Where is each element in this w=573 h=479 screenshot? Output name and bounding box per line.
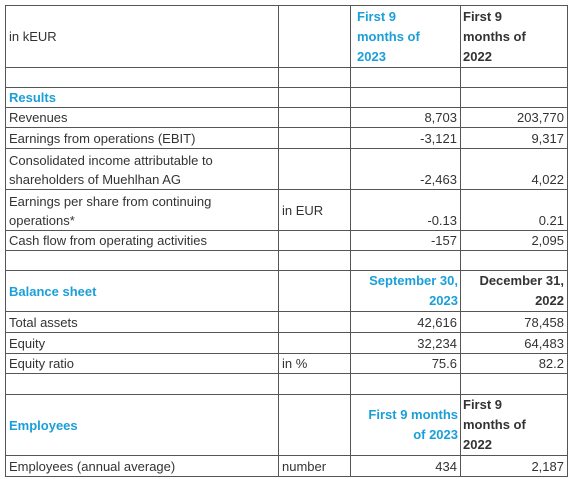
table-cell	[350, 67, 461, 88]
table-cell	[278, 270, 351, 312]
table-row: Equity 32,234 64,483	[5, 332, 568, 354]
table-cell	[278, 332, 351, 354]
column-header: First 9 months of 2022	[463, 397, 526, 452]
table-cell	[278, 107, 351, 128]
table-cell	[5, 373, 279, 395]
table-cell: 82.2	[460, 353, 568, 374]
table-cell	[278, 148, 351, 190]
table-cell: 8,703	[350, 107, 461, 128]
table-cell: 42,616	[350, 311, 461, 333]
table-cell: in EUR	[278, 189, 351, 231]
table-cell: Employees (annual average)	[5, 455, 279, 477]
table-cell	[5, 250, 279, 271]
table-cell: 75.6	[350, 353, 461, 374]
section-label: Results	[5, 87, 279, 108]
table-cell	[278, 250, 351, 271]
section-label: Balance sheet	[5, 270, 279, 312]
table-cell: Consolidated income attributable to shar…	[5, 148, 279, 190]
table-cell	[460, 373, 568, 395]
table-cell: First 9 months of 2023	[350, 394, 461, 456]
table-row: Earnings per share from continuing opera…	[5, 189, 568, 231]
table-cell: -0.13	[350, 189, 461, 231]
table-cell: -157	[350, 230, 461, 251]
table-cell	[460, 87, 568, 108]
table-cell: First 9 months of 2022	[460, 394, 568, 456]
table-row: Total assets 42,616 78,458	[5, 311, 568, 333]
table-cell: number	[278, 455, 351, 477]
table-cell: -2,463	[350, 148, 461, 190]
table-cell: 2,095	[460, 230, 568, 251]
table-row: Earnings from operations (EBIT) -3,121 9,3…	[5, 127, 568, 149]
table-cell: 0.21	[460, 189, 568, 231]
table-cell	[5, 67, 279, 88]
column-header: First 9 months of 2023	[357, 8, 420, 64]
table-cell: First 9 months of 2023	[350, 5, 461, 68]
table-cell: Revenues	[5, 107, 279, 128]
column-header: First 9 months of 2022	[463, 8, 526, 64]
section-label: Employees	[5, 394, 279, 456]
table-row: Equity ratio in % 75.6 82.2	[5, 353, 568, 374]
table-row: Consolidated income attributable to shar…	[5, 148, 568, 190]
table-cell: -3,121	[350, 127, 461, 149]
table-cell	[278, 67, 351, 88]
table-cell	[278, 373, 351, 395]
table-cell	[350, 250, 461, 271]
table-row	[5, 67, 568, 88]
table-cell: Earnings from operations (EBIT)	[5, 127, 279, 149]
table-cell: September 30, 2023	[350, 270, 461, 312]
table-cell	[350, 373, 461, 395]
table-cell	[460, 250, 568, 271]
table-cell: First 9 months of 2022	[460, 5, 568, 68]
table-cell	[460, 67, 568, 88]
table-cell: 434	[350, 455, 461, 477]
column-header: December 31, 2022	[479, 273, 564, 308]
table-cell: Earnings per share from continuing opera…	[5, 189, 279, 231]
table-row: Employees (annual average) number 434 2,187	[5, 455, 568, 477]
table-cell: 64,483	[460, 332, 568, 354]
table-row	[5, 250, 568, 271]
table-cell	[278, 394, 351, 456]
table-cell: in kEUR	[5, 5, 279, 68]
table-cell: 4,022	[460, 148, 568, 190]
table-row: Balance sheet September 30, 2023 December …	[5, 270, 568, 312]
table-cell: 32,234	[350, 332, 461, 354]
table-cell	[278, 311, 351, 333]
column-header: September 30, 2023	[369, 273, 458, 308]
table-cell: Total assets	[5, 311, 279, 333]
table-row: Revenues 8,703 203,770	[5, 107, 568, 128]
table-row: Employees First 9 months of 2023 First 9 m…	[5, 394, 568, 456]
table-cell: 78,458	[460, 311, 568, 333]
column-header: First 9 months of 2023	[368, 407, 458, 442]
table-row: Results	[5, 87, 568, 108]
table-cell: Cash flow from operating activities	[5, 230, 279, 251]
table-cell	[278, 230, 351, 251]
table-row: Cash flow from operating activities -157 2…	[5, 230, 568, 251]
data-table: in kEUR First 9 months of 2023 First 9 mon…	[5, 5, 568, 477]
table-row: in kEUR First 9 months of 2023 First 9 mon…	[5, 5, 568, 68]
table-cell: Equity ratio	[5, 353, 279, 374]
table-cell	[278, 87, 351, 108]
table-row	[5, 373, 568, 395]
table-cell	[350, 87, 461, 108]
table-cell: December 31, 2022	[460, 270, 568, 312]
table-cell: 9,317	[460, 127, 568, 149]
table-cell: in %	[278, 353, 351, 374]
table-cell	[278, 5, 351, 68]
table-cell: Equity	[5, 332, 279, 354]
table-cell: 203,770	[460, 107, 568, 128]
table-cell: 2,187	[460, 455, 568, 477]
table-cell	[278, 127, 351, 149]
